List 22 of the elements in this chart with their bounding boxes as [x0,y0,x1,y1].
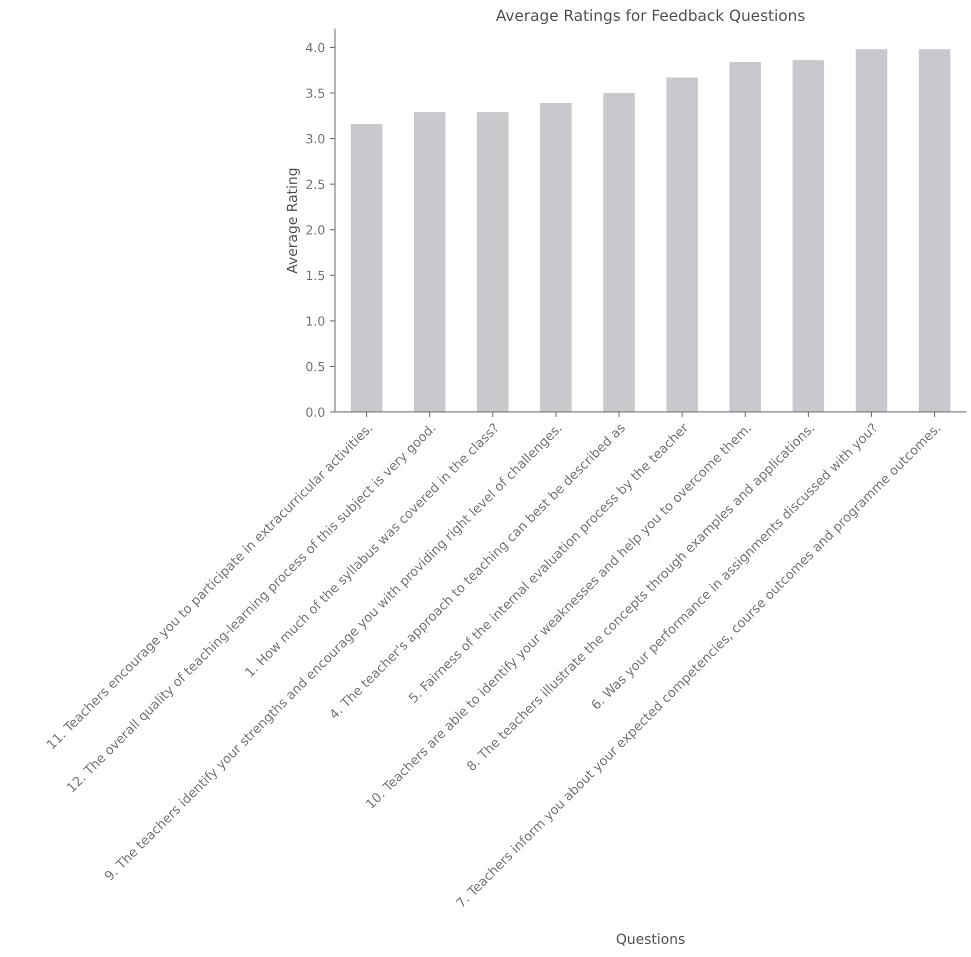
y-tick-label: 0.5 [306,362,324,372]
bar [666,77,698,412]
bar [540,103,572,412]
bar [477,112,509,412]
bar [414,112,446,412]
bar [603,92,635,412]
y-tick-label: 1.0 [306,316,324,326]
y-tick-label: 0.0 [306,407,324,417]
y-tick-label: 3.5 [306,88,324,98]
bar [918,49,950,412]
y-axis-title: Average Rating [286,168,300,274]
y-tick-label: 2.5 [306,180,324,190]
bar [729,62,762,412]
chart-title: Average Ratings for Feedback Questions [496,9,805,24]
y-tick-label: 4.0 [306,42,324,52]
bar [350,124,382,412]
x-axis-title: Questions [616,933,685,946]
y-tick-label: 2.0 [306,225,324,235]
bar [856,49,888,412]
y-tick-label: 3.0 [306,134,324,144]
y-tick-label: 1.5 [306,270,324,280]
bar [792,60,824,412]
